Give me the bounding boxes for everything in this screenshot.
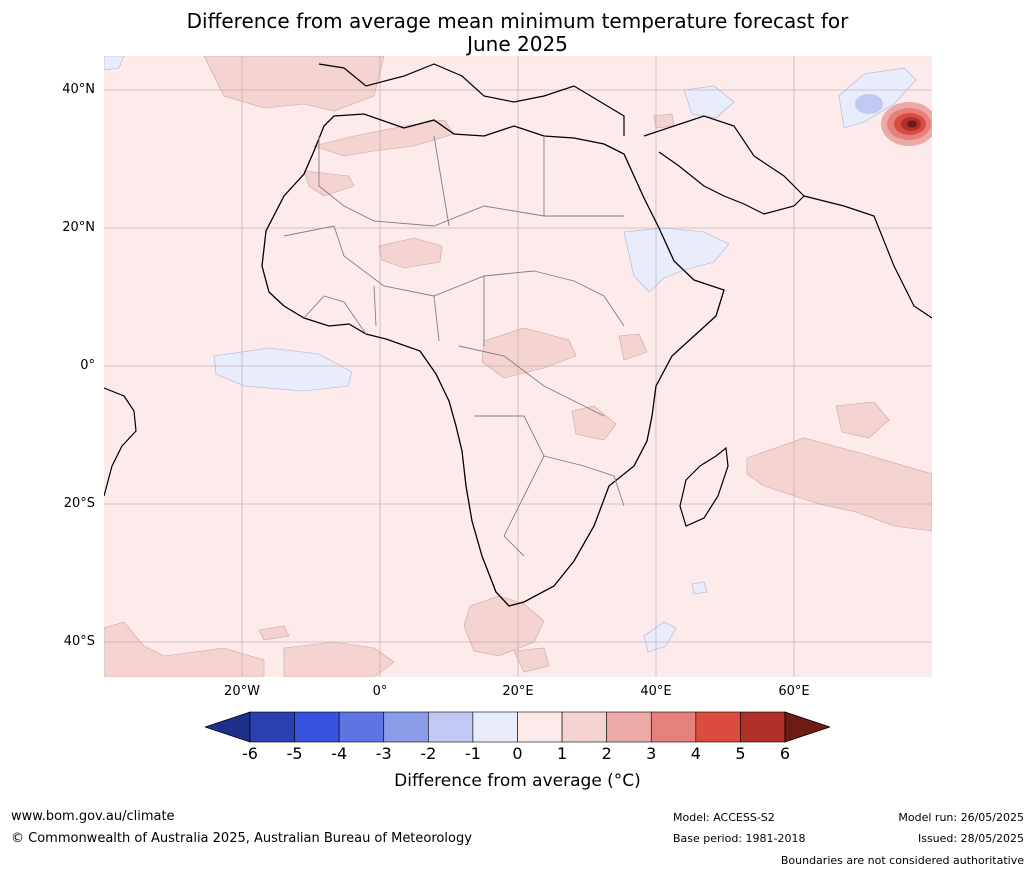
colorbar-tick-label: -6 [242,744,258,763]
colorbar-segment [740,711,786,743]
lon-label-0: 0° [372,684,388,699]
colorbar-tick-label: 0 [512,744,523,763]
colorbar-segment [561,711,607,743]
lat-label-40s: 40°S [63,634,95,649]
lon-label-20w: 20°W [224,684,260,699]
colorbar-segment [294,711,340,743]
colorbar-segment [650,711,697,743]
lon-label-60e: 60°E [778,684,810,699]
colorbar-extend-low [205,711,251,743]
colorbar-tick-label: -1 [464,744,481,763]
colorbar-segment [428,711,474,743]
colorbar-tick-label: 5 [735,744,746,763]
issued-date: Issued: 28/05/2025 [917,832,1024,845]
colorbar-tick-label: 2 [601,744,612,763]
colorbar-tick-label: -3 [375,744,392,763]
colorbar-tick-label: 1 [556,744,568,763]
map-svg [104,56,932,677]
title-line-1: Difference from average mean minimum tem… [186,9,849,33]
lat-label-20n: 20°N [62,220,95,235]
colorbar-extend-high [784,711,830,743]
colorbar-title: Difference from average (°C) [394,771,641,791]
warm-anomaly-patches [104,56,932,677]
lat-label-20s: 20°S [63,496,95,511]
colorbar [205,711,830,743]
country-borders [283,135,625,557]
colorbar-tick-label: -5 [286,744,303,763]
chart-title: Difference from average mean minimum tem… [0,10,1035,56]
colorbar-segment [606,711,652,743]
model-run-date: Model run: 26/05/2025 [898,811,1024,824]
boundaries-disclaimer: Boundaries are not considered authoritat… [780,854,1024,867]
model-name: Model: ACCESS-S2 [673,811,775,824]
eurasia-coastline [318,63,932,319]
copyright-text: © Commonwealth of Australia 2025, Austra… [11,831,472,846]
gridlines [104,56,932,677]
colorbar-tick-label: -4 [331,744,348,763]
lat-label-0: 0° [80,358,95,373]
colorbar-tick-label: -2 [420,744,437,763]
colorbar-segment [472,711,518,743]
madagascar-coastline [679,446,729,527]
website-link[interactable]: www.bom.gov.au/climate [11,809,175,824]
lat-label-40n: 40°N [62,82,95,97]
colorbar-tick-label: 4 [690,744,701,763]
base-period: Base period: 1981-2018 [673,832,806,845]
colorbar-segment [338,711,385,743]
colorbar-segment [249,711,295,743]
hot-spot [881,102,932,146]
lon-label-40e: 40°E [640,684,672,699]
cool-core [855,94,883,114]
colorbar-tick-label: 3 [646,744,657,763]
lon-label-20e: 20°E [502,684,534,699]
colorbar-tick-label: 6 [779,744,791,763]
colorbar-segment [695,711,741,743]
south-america-coastline [104,387,137,497]
colorbar-segment [517,711,563,743]
forecast-map [104,56,932,677]
colorbar-segment [383,711,429,743]
africa-coastline [261,113,725,607]
title-line-2: June 2025 [467,32,568,56]
